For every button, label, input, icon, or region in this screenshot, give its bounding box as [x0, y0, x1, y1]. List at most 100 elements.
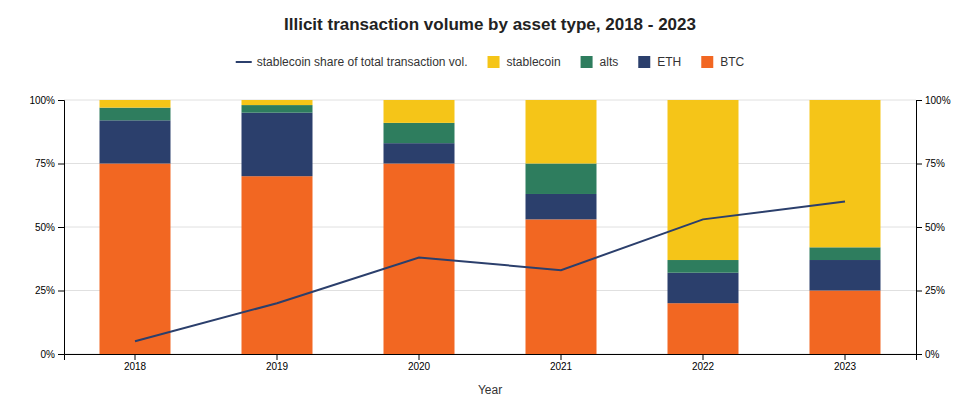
legend-swatch	[488, 56, 500, 68]
x-tick-mark	[561, 354, 562, 360]
y2-tick-label: 75%	[925, 158, 945, 169]
bar	[668, 260, 739, 273]
y2-tick-mark	[916, 227, 922, 228]
legend-item: stablecoin	[488, 55, 561, 69]
bar	[100, 108, 171, 121]
bar	[242, 105, 313, 113]
legend-item: ETH	[638, 55, 681, 69]
y2-tick-mark	[916, 354, 922, 355]
x-tick-label: 2023	[834, 361, 857, 372]
legend-label: stablecoin	[507, 55, 561, 69]
x-tick: 2018	[124, 354, 147, 372]
line	[135, 202, 845, 342]
bar	[810, 291, 881, 355]
y2-tick-mark	[916, 164, 922, 165]
y-tick-mark	[58, 100, 64, 101]
x-axis: 2018 2019 2020 2021 2022 2023	[65, 354, 917, 372]
y-tick-label: 100%	[29, 95, 55, 106]
bar	[668, 100, 739, 260]
bar-series	[100, 113, 881, 304]
bar	[810, 100, 881, 247]
grid-line	[64, 163, 916, 164]
grid-line	[64, 227, 916, 228]
bar	[100, 164, 171, 355]
bar	[526, 194, 597, 219]
axis-line	[917, 101, 923, 355]
bar	[242, 100, 313, 105]
legend-item: BTC	[701, 55, 744, 69]
marks	[100, 100, 881, 354]
y2-tick: 0%	[916, 349, 940, 360]
x-tick-label: 2021	[550, 361, 573, 372]
legend-swatch	[236, 61, 252, 63]
x-tick-label: 2020	[408, 361, 431, 372]
legend-swatch	[581, 56, 593, 68]
y-tick-label: 75%	[35, 158, 55, 169]
y2-tick-label: 25%	[925, 285, 945, 296]
y-tick-mark	[58, 227, 64, 228]
title: Illicit transaction volume by asset type…	[284, 15, 696, 34]
x-tick-mark	[703, 354, 704, 360]
y-tick-label: 0%	[41, 349, 56, 360]
x-tick-mark	[135, 354, 136, 360]
x-tick-label: 2022	[692, 361, 715, 372]
y2-tick-mark	[916, 100, 922, 101]
y2-tick: 100%	[916, 95, 951, 106]
x-tick: 2022	[692, 354, 715, 372]
legend-item: alts	[581, 55, 619, 69]
bar	[668, 303, 739, 354]
legend-label: BTC	[720, 55, 744, 69]
x-tick-mark	[845, 354, 846, 360]
y2-tick: 75%	[916, 158, 945, 169]
y-tick-label: 25%	[35, 285, 55, 296]
bar	[384, 123, 455, 143]
y2-tick: 25%	[916, 285, 945, 296]
bar	[668, 273, 739, 303]
bar	[384, 143, 455, 163]
bar	[100, 120, 171, 163]
y2-tick-label: 100%	[925, 95, 951, 106]
y-tick-mark	[58, 291, 64, 292]
legend-label: alts	[600, 55, 619, 69]
bar	[242, 176, 313, 354]
y-tick: 100%	[29, 95, 64, 106]
grid-line	[64, 290, 916, 291]
x-tick: 2019	[266, 354, 289, 372]
legend-swatch	[638, 56, 650, 68]
legend-swatch	[701, 56, 713, 68]
axis-line	[65, 355, 917, 361]
x-tick: 2021	[550, 354, 573, 372]
y-axis: 0% 25% 50% 75% 100%	[29, 95, 64, 360]
x-tick-mark	[277, 354, 278, 360]
legend: stablecoin share of total transaction vo…	[236, 55, 745, 69]
y-tick-mark	[58, 354, 64, 355]
grid	[64, 100, 916, 354]
bar-series	[100, 105, 881, 273]
bar-series	[100, 164, 881, 355]
y2-axis: 0%25%50%75%100%	[916, 95, 951, 360]
bar	[526, 219, 597, 354]
x-tick-mark	[419, 354, 420, 360]
bar	[242, 113, 313, 177]
y-tick-mark	[58, 164, 64, 165]
bar	[526, 100, 597, 164]
legend-label: ETH	[657, 55, 681, 69]
x-tick: 2023	[834, 354, 857, 372]
y-tick: 50%	[35, 222, 64, 233]
axis-line	[58, 101, 65, 355]
y-tick-label: 50%	[35, 222, 55, 233]
bar	[810, 260, 881, 290]
y-tick: 75%	[35, 158, 64, 169]
legend-item: stablecoin share of total transaction vo…	[236, 55, 468, 69]
y-tick: 0%	[41, 349, 64, 360]
plot-area: 2018201920202021202220230%25%50%75%100%0…	[29, 95, 950, 372]
y2-tick-label: 0%	[925, 349, 940, 360]
bar	[384, 100, 455, 123]
x-tick-label: 2018	[124, 361, 147, 372]
bar	[810, 247, 881, 260]
y-tick: 25%	[35, 285, 64, 296]
chart: 2018201920202021202220230%25%50%75%100%0…	[0, 0, 980, 408]
grid-line	[64, 100, 916, 101]
x-axis-title: Year	[478, 383, 502, 397]
x-tick-label: 2019	[266, 361, 289, 372]
